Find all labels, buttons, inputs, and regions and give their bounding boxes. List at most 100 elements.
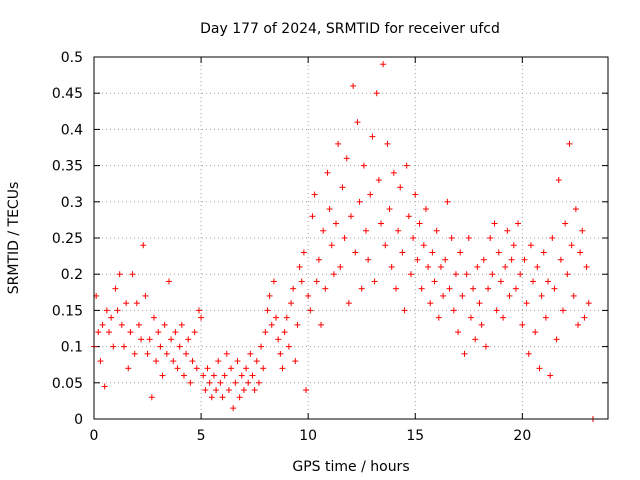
data-point — [581, 314, 588, 321]
data-point — [371, 278, 378, 285]
data-point — [144, 350, 151, 357]
data-point — [298, 278, 305, 285]
data-point — [506, 292, 513, 299]
data-point — [352, 249, 359, 256]
data-point — [193, 365, 200, 372]
data-point — [523, 300, 530, 307]
data-point — [307, 307, 314, 314]
data-point — [120, 343, 127, 350]
data-point — [283, 314, 290, 321]
x-tick-labels: 0 5 10 15 20 — [90, 428, 532, 444]
data-point — [583, 263, 590, 270]
data-point — [255, 379, 262, 386]
data-point — [480, 256, 487, 263]
y-tick-label: 0.45 — [52, 86, 83, 102]
data-point — [292, 358, 299, 365]
x-axis-title: GPS time / hours — [292, 459, 409, 475]
data-point — [474, 263, 481, 270]
x-tick-label: 10 — [299, 428, 317, 444]
data-point — [577, 249, 584, 256]
data-point — [251, 387, 258, 394]
data-point — [97, 358, 104, 365]
data-point — [123, 300, 130, 307]
y-tick-label: 0.35 — [52, 159, 83, 175]
data-point — [112, 285, 119, 292]
x-tick-label: 20 — [513, 428, 531, 444]
data-point — [161, 321, 168, 328]
data-point — [228, 365, 235, 372]
data-point — [288, 300, 295, 307]
data-point — [555, 177, 562, 184]
data-point — [243, 365, 250, 372]
y-tick-labels: 0 0.05 0.1 0.15 0.2 0.25 0.3 0.35 0.4 0.45 0.5 — [52, 50, 83, 428]
data-point — [236, 394, 243, 401]
data-point — [422, 206, 429, 213]
data-point — [219, 394, 226, 401]
data-point — [557, 256, 564, 263]
data-point — [296, 263, 303, 270]
data-point — [551, 285, 558, 292]
data-point — [435, 314, 442, 321]
data-point — [397, 184, 404, 191]
data-point — [213, 387, 220, 394]
data-point — [553, 336, 560, 343]
data-point — [489, 271, 496, 278]
data-point — [362, 227, 369, 234]
data-point — [497, 278, 504, 285]
grid-lines — [94, 57, 608, 419]
data-point — [348, 213, 354, 220]
data-point — [448, 235, 455, 241]
data-point — [446, 285, 453, 292]
data-point — [277, 350, 284, 357]
data-point — [320, 227, 327, 234]
data-point — [487, 235, 494, 241]
data-point — [403, 162, 410, 169]
data-point — [116, 271, 123, 278]
data-point — [275, 336, 282, 343]
x-tick-label: 5 — [197, 428, 206, 444]
data-points — [91, 61, 597, 422]
data-point — [350, 82, 357, 89]
data-point — [437, 263, 444, 270]
data-point — [442, 256, 449, 263]
data-point — [313, 278, 320, 285]
data-point — [414, 256, 421, 263]
data-point — [180, 372, 187, 379]
data-point — [517, 271, 524, 278]
data-point — [189, 358, 196, 365]
data-point — [195, 307, 202, 314]
data-point — [564, 271, 571, 278]
data-point — [253, 358, 260, 365]
x-tick-label: 15 — [406, 428, 424, 444]
data-point — [206, 379, 213, 386]
data-point — [540, 249, 547, 256]
data-point — [330, 271, 337, 278]
data-point — [356, 198, 363, 205]
data-point — [148, 394, 155, 401]
data-point — [568, 242, 575, 249]
data-point — [264, 307, 271, 314]
data-point — [230, 405, 237, 412]
data-point — [530, 278, 537, 285]
data-point — [217, 379, 224, 386]
data-point — [455, 329, 462, 336]
data-point — [407, 271, 414, 278]
data-point — [279, 365, 286, 372]
data-point — [547, 372, 554, 379]
data-point — [418, 285, 425, 292]
data-point — [178, 321, 185, 328]
data-point — [452, 271, 459, 278]
data-point — [450, 307, 457, 314]
data-point — [382, 242, 389, 249]
data-point — [491, 220, 498, 227]
data-point — [485, 285, 492, 292]
data-point — [405, 213, 412, 220]
data-point — [504, 227, 511, 234]
data-point — [341, 235, 348, 241]
data-point — [260, 365, 267, 372]
data-point — [249, 372, 256, 379]
data-point — [365, 256, 372, 263]
data-point — [328, 242, 335, 249]
data-point — [482, 343, 489, 350]
data-point — [461, 350, 468, 357]
